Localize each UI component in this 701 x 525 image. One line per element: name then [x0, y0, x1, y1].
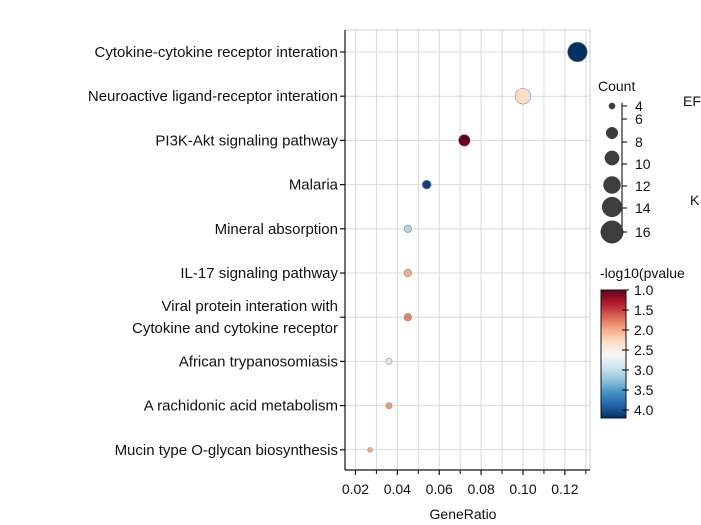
data-point [514, 88, 532, 105]
size-legend-title: Count [598, 78, 635, 94]
size-legend-circle [608, 102, 616, 110]
plot-frame [344, 29, 591, 471]
x-axis: 0.02 0.04 0.06 0.08 0.10 0.12 [342, 470, 587, 497]
category-label: Malaria [289, 177, 339, 194]
category-label: Mucin type O-glycan biosynthesis [115, 442, 338, 459]
color-legend-label: 2.0 [634, 322, 654, 338]
data-point [403, 268, 412, 278]
color-bar [600, 289, 627, 419]
size-legend-label: 14 [635, 200, 651, 216]
size-legend-circle [603, 176, 621, 194]
data-point [385, 402, 393, 409]
category-label: Cytokine-cytokine receptor interation [95, 44, 338, 61]
category-label: Neuroactive ligand-receptor interation [88, 88, 338, 105]
color-legend-label: 3.5 [634, 382, 654, 398]
color-legend-label: 1.0 [634, 282, 654, 298]
data-point [403, 224, 412, 233]
x-tick-label: 0.08 [467, 481, 494, 497]
clipped-label: K [690, 192, 700, 208]
color-legend-label: 3.0 [634, 362, 654, 378]
size-legend-circle [600, 220, 624, 244]
category-label: PI3K-Akt signaling pathway [155, 132, 338, 149]
data-point [421, 179, 432, 190]
data-point [367, 447, 373, 453]
size-legend-label: 12 [635, 178, 651, 194]
color-legend-label: 4.0 [634, 402, 654, 418]
category-label: African trypanosomiasis [179, 353, 338, 370]
color-legend-label: 2.5 [634, 342, 654, 358]
x-tick-label: 0.02 [342, 481, 369, 497]
data-point [567, 41, 588, 63]
category-label: Viral protein interation with Cytokine an… [132, 298, 338, 337]
size-legend-circle [604, 150, 620, 166]
data-points [367, 41, 588, 453]
x-axis-title: GeneRatio [430, 506, 497, 522]
x-tick-label: 0.04 [384, 481, 411, 497]
y-axis: Cytokine-cytokine receptor interation Neu… [88, 44, 345, 459]
size-legend-label: 16 [635, 224, 651, 240]
size-legend-label: 6 [635, 111, 643, 127]
category-label-line: Viral protein interation with [162, 298, 338, 315]
category-label: Mineral absorption [215, 221, 338, 238]
size-legend-label: 8 [635, 134, 643, 150]
x-tick-label: 0.12 [551, 481, 578, 497]
color-legend-title: -log10(pvalue [600, 265, 685, 281]
category-label: A rachidonic acid metabolism [144, 398, 338, 415]
category-label: IL-17 signaling pathway [180, 265, 338, 282]
size-legend-circle [605, 126, 619, 140]
size-legend-circle [601, 196, 623, 218]
clipped-labels: EF K [683, 93, 701, 208]
clipped-label: EF [683, 93, 701, 109]
x-tick-label: 0.10 [509, 481, 536, 497]
data-point [458, 134, 471, 147]
data-point [403, 313, 412, 322]
color-legend-label: 1.5 [634, 302, 654, 318]
x-tick-label: 0.06 [426, 481, 453, 497]
category-label-line: Cytokine and cytokine receptor [132, 320, 338, 337]
size-legend-label: 4 [635, 98, 643, 114]
grid-lines [345, 30, 590, 470]
size-legend-label: 10 [635, 156, 651, 172]
data-point [385, 357, 393, 365]
